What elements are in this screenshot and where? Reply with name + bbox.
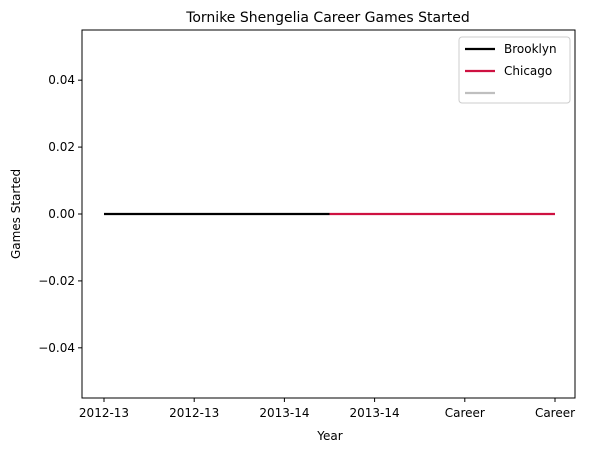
y-tick-label: 0.02: [48, 140, 75, 154]
x-tick-label: 2012-13: [169, 406, 219, 420]
y-tick-label: −0.02: [38, 274, 75, 288]
x-tick-label: Career: [445, 406, 485, 420]
x-tick-label: 2013-14: [350, 406, 400, 420]
legend: Brooklyn Chicago: [458, 36, 571, 104]
x-tick-label: Career: [535, 406, 575, 420]
y-tick-label: −0.04: [38, 341, 75, 355]
legend-label: Chicago: [504, 64, 552, 78]
x-tick-label: 2012-13: [79, 406, 129, 420]
chart-title: Tornike Shengelia Career Games Started: [185, 10, 470, 26]
legend-box: [458, 36, 571, 104]
y-axis-label: Games Started: [9, 169, 23, 259]
legend-label: Brooklyn: [504, 42, 557, 56]
y-axis: −0.04 −0.02 0.00 0.02 0.04: [38, 73, 82, 355]
y-tick-label: 0.00: [48, 207, 75, 221]
x-axis: 2012-13 2012-13 2013-14 2013-14 Career Career: [79, 398, 575, 420]
y-tick-label: 0.04: [48, 73, 75, 87]
x-tick-label: 2013-14: [259, 406, 309, 420]
x-axis-label: Year: [316, 429, 342, 443]
